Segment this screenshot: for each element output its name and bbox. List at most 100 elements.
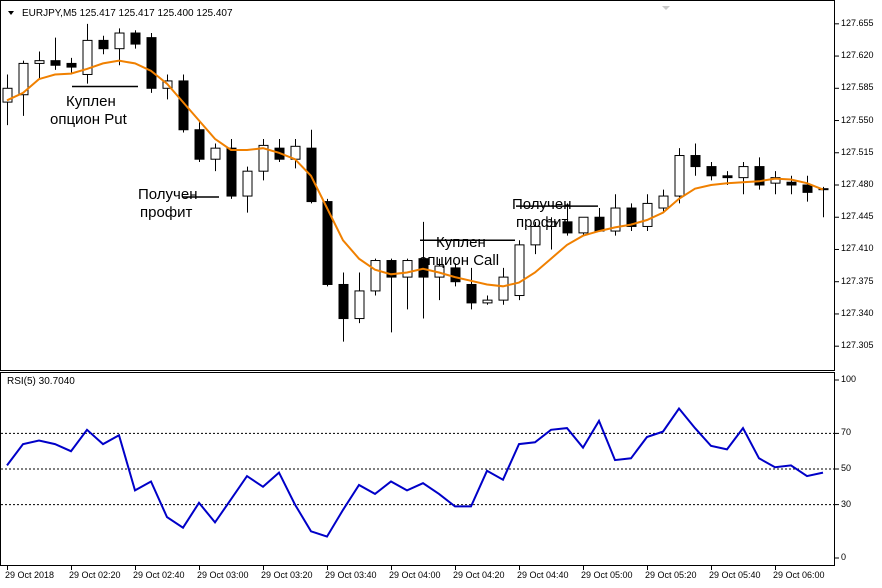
price-tick-label: 127.480 [841, 179, 874, 189]
moving-average-series [6, 59, 824, 288]
candle-body-bear [194, 129, 205, 160]
price-tick-label: 127.445 [841, 211, 874, 222]
candle-body-bear [594, 216, 605, 232]
annotation-profit2-line1: Получен [512, 196, 572, 213]
time-tick-label: 29 Oct 03:40 [325, 570, 377, 580]
candle [306, 129, 317, 204]
annotation-put-line1: Куплен [66, 93, 116, 110]
annotation-profit2-line2: профит [516, 214, 569, 231]
candle-body-bear [690, 155, 701, 168]
candle [146, 33, 157, 93]
price-tick-label: 127.340 [841, 307, 874, 318]
candle [530, 221, 541, 255]
annotation-lines [72, 85, 598, 242]
candle-body-bull [2, 87, 13, 103]
candle-body-bull [370, 260, 381, 292]
time-tick-label: 29 Oct 2018 [5, 570, 55, 580]
candle [706, 161, 717, 181]
candle-body-bear [98, 39, 109, 50]
symbol-info-label: EURJPY,M5 125.417 125.417 125.400 125.40… [22, 8, 233, 19]
candle [82, 23, 93, 84]
time-tick-label: 29 Oct 03:20 [261, 570, 313, 580]
candle [642, 194, 653, 232]
candle [66, 57, 77, 75]
candle [34, 51, 45, 80]
candle-body-bull [402, 260, 413, 278]
candle [322, 198, 333, 287]
candle [738, 161, 749, 195]
candle-body-bull [498, 276, 509, 301]
price-tick-label: 127.655 [841, 17, 874, 28]
candle [514, 240, 525, 301]
time-tick-label: 29 Oct 02:40 [133, 570, 185, 580]
candle-body-bull [578, 216, 589, 234]
candle [626, 203, 637, 232]
price-tick-label: 127.515 [841, 146, 874, 157]
rsi-level-lines [1, 432, 835, 506]
candle-body-bear [226, 147, 237, 197]
candle [210, 143, 221, 172]
candle [354, 272, 365, 324]
candle-body-bull [482, 299, 493, 304]
candle [674, 148, 685, 204]
time-tick-label: 29 Oct 04:40 [517, 570, 569, 580]
annotation-put-line2: опцион Put [50, 111, 127, 128]
candle [546, 217, 557, 250]
candle [818, 186, 829, 218]
candle-body-bull [114, 32, 125, 50]
candle-body-bull [258, 144, 269, 172]
candle [562, 203, 573, 236]
annotation-profit1-line1: Получен [138, 186, 198, 203]
candle [802, 175, 813, 202]
time-tick-label: 29 Oct 03:00 [197, 570, 249, 580]
candle [370, 258, 381, 296]
candle-body-bear [466, 283, 477, 304]
rsi-tick-label: 70 [841, 427, 852, 438]
candle-body-bull [210, 147, 221, 160]
rsi-line [6, 406, 824, 538]
candle [658, 189, 669, 213]
candle-body-bull [818, 188, 829, 191]
candle [690, 143, 701, 176]
annotation-call-line2: опцион Call [419, 252, 500, 269]
candle [130, 30, 141, 49]
candle-body-bear [786, 181, 797, 186]
candle [194, 120, 205, 162]
main-frame [0, 0, 835, 371]
price-tick-label: 127.410 [841, 243, 874, 254]
candle [482, 295, 493, 305]
candle-body-bear [802, 184, 813, 193]
time-tick-label: 29 Oct 06:00 [773, 570, 825, 580]
annotation-call-line1: Куплен [436, 234, 486, 251]
candle-body-bull [514, 244, 525, 297]
candle [242, 166, 253, 213]
candle-body-bull [530, 225, 541, 246]
rsi-tick-label: 100 [841, 374, 857, 384]
time-tick-label: 29 Oct 05:40 [709, 570, 761, 580]
candle-body-bull [658, 195, 669, 209]
price-tick-label: 127.305 [841, 340, 874, 351]
candle [578, 216, 589, 236]
time-tick-label: 29 Oct 05:20 [645, 570, 697, 580]
candle-body-bear [562, 221, 573, 234]
candle [50, 37, 61, 70]
scroll-shift-icon[interactable] [662, 6, 670, 10]
candle-body-bear [722, 175, 733, 179]
candle-body-bear [66, 62, 77, 68]
axis-ticks [7, 23, 839, 570]
price-tick-label: 127.585 [841, 82, 874, 93]
candle-body-bull [738, 166, 749, 179]
rsi-info-label: RSI(5) 30.7040 [7, 376, 75, 387]
candle-body-bear [178, 80, 189, 131]
candle-body-bear [50, 60, 61, 66]
candle [18, 60, 29, 116]
time-tick-label: 29 Oct 04:00 [389, 570, 441, 580]
candle-body-bear [338, 283, 349, 320]
candle-body-bull [354, 290, 365, 320]
moving-average-line [6, 59, 824, 288]
candle [114, 28, 125, 66]
candlestick-series [2, 23, 829, 342]
candle-body-bear [386, 260, 397, 278]
price-tick-label: 127.550 [841, 114, 874, 125]
dropdown-arrow-icon[interactable] [8, 11, 14, 15]
